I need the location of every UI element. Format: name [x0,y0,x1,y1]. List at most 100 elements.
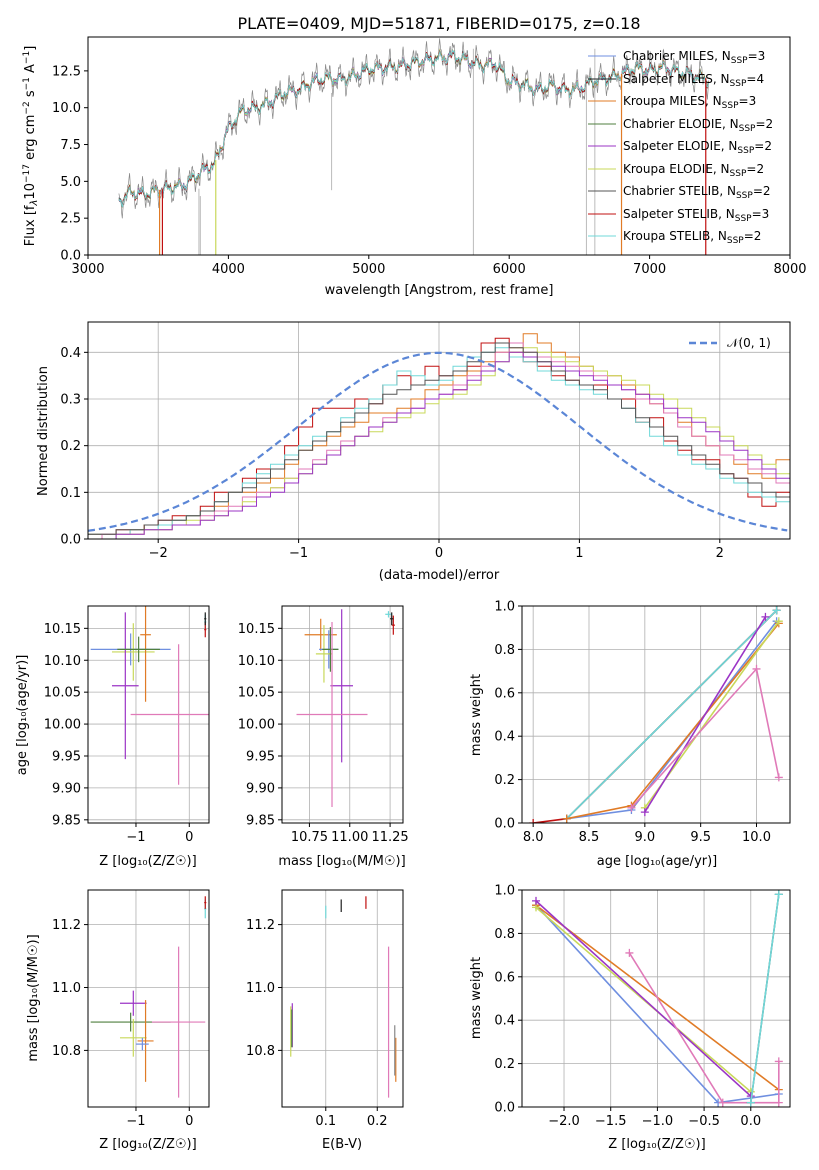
ytick-label-2: 5.0 [60,175,81,190]
xtick-label-5: 8000 [773,262,806,277]
legend-t5c: =2 [754,139,772,153]
marker-pink-1 [752,664,761,673]
ytick-label-1: 0.1 [60,486,81,501]
model-chabrier_miles [118,49,709,206]
model-chabrier_stelib [118,49,709,206]
ytick-label-0: 9.85 [52,813,81,828]
ytick-label-2: 0.4 [494,730,515,745]
ytick-label-4: 10.05 [238,686,275,701]
legend-t2c: =4 [746,72,764,86]
ylabel-part-c: 10 [23,183,38,200]
weight-line-kroupa_stelib [750,894,780,1103]
marker-kroupa_stelib-0 [746,1098,755,1107]
mass-vs-Z-panel: −1 0 10.8 11.0 11.2 [52,889,210,1129]
weight-vs-Z-panel: −2.0 −1.5 −1.0 −0.5 0.0 0.0 0.2 0.4 0.6 0.8 1.0 [494,884,791,1129]
mass-vs-ebv-panel: 0.1 0.2 10.8 11.0 11.2 [246,889,404,1129]
xtick-label-3: −0.5 [688,1114,720,1129]
model-salpeter_stelib [121,50,709,206]
marker-salpeter_elodie-0 [640,808,649,817]
marker-pink-0 [625,948,634,957]
weight-line-salpeter_stelib [533,609,778,823]
legend-t6b: SSP [730,169,747,179]
legend-t7c: =2 [753,184,771,198]
axes-frame [281,889,404,1108]
p3-ylabel: age [log₁₀(age/yr)] [15,655,30,776]
weight-line-kroupa_stelib [566,609,778,820]
legend-t1a: Chabrier MILES, N [623,49,731,63]
ytick-label-5: 10.10 [238,654,275,669]
hist-chabrier_stelib [88,342,790,539]
ylabel-part-a: Flux [f [23,205,38,246]
p6-xlabel: Z [log₁₀(Z/Z☉)] [99,1137,196,1152]
ytick-label-5: 12.5 [52,64,81,79]
weight-line-salpeter_elodie [644,616,767,813]
axes-frame [87,321,791,540]
ytick-label-3: 10.00 [44,718,81,733]
axes-frame [87,889,210,1108]
xtick-label-1: 0.2 [367,1114,388,1129]
ylabel-part-d: −17 [22,164,32,183]
axes-frame [281,605,404,824]
weight-lines [529,606,783,823]
ytick-label-0: 0.0 [494,817,515,832]
legend-t3b: SSP [722,101,739,111]
p5-ylabel: mass weight [469,674,484,756]
p6-ylabel: mass [log₁₀(M/M☉)] [26,934,41,1061]
ytick-label-1: 11.0 [246,981,275,996]
errorbars [290,896,397,1098]
ytick-label-1: 0.2 [494,773,515,788]
legend-salpeter-stelib: Salpeter STELIB, NSSP=3 [623,207,769,224]
ytick-label-3: 0.6 [494,686,515,701]
marker-salpeter_elodie-1 [761,612,770,621]
age-vs-mass-panel: 10.75 11.00 11.25 9.85 9.90 9.95 10.00 10.05 10.… [238,605,409,845]
ytick-label-2: 0.2 [60,439,81,454]
marker-pink-3 [774,1057,783,1066]
ylabel-part-h: −1 [22,77,32,90]
legend-kroupa-stelib: Kroupa STELIB, NSSP=2 [623,229,761,246]
ytick-label-4: 0.8 [494,927,515,942]
legend-chabrier-elodie: Chabrier ELODIE, NSSP=2 [623,117,773,134]
xtick-label-0: 0.1 [315,1114,336,1129]
ytick-label-4: 0.8 [494,643,515,658]
legend-t9b: SSP [727,236,744,246]
p3-xlabel: Z [log₁₀(Z/Z☉)] [99,854,196,869]
model-kroupa_miles [118,49,709,208]
p5-xlabel: age [log₁₀(age/yr)] [597,854,718,869]
ytick-label-2: 11.2 [246,918,275,933]
ytick-label-6: 10.15 [238,622,275,637]
ytick-label-5: 1.0 [494,884,515,899]
xtick-label-1: 4000 [212,262,245,277]
xtick-label-2: 11.25 [371,830,408,845]
ytick-label-0: 0.0 [60,249,81,264]
ytick-label-2: 9.95 [52,749,81,764]
residual-panel: −2 −1 0 1 2 0.0 0.1 0.2 0.3 0.4 [60,321,791,561]
legend-chabrier-stelib: Chabrier STELIB, NSSP=2 [623,184,771,201]
xtick-label-0: 8.0 [523,830,544,845]
ylabel-part-g: s [23,90,38,101]
model-chabrier_elodie [118,48,709,208]
xtick-label-1: −1.5 [595,1114,627,1129]
legend-t7b: SSP [736,191,753,201]
marker-kroupa_stelib-1 [774,890,783,899]
xtick-label-2: −1.0 [642,1114,674,1129]
legend-t2b: SSP [730,79,747,89]
legend-kroupa-miles: Kroupa MILES, NSSP=3 [623,94,756,111]
weight-vs-age-panel: 8.0 8.5 9.0 9.5 10.0 0.0 0.2 0.4 0.6 0.8 1.0 [494,600,791,845]
xtick-label-4: 0.0 [740,1114,761,1129]
model-kroupa_elodie [118,48,709,206]
data-spectrum [118,38,709,219]
ytick-label-0: 9.85 [246,813,275,828]
legend-t5a: Salpeter ELODIE, N [623,139,737,153]
weight-lines [532,890,783,1107]
marker-kroupa_stelib-1 [772,606,781,615]
ytick-label-6: 10.15 [44,622,81,637]
ylabel-part-i: A [23,64,38,77]
ytick-label-0: 10.8 [52,1044,81,1059]
ytick-label-5: 10.10 [44,654,81,669]
ytick-label-3: 0.6 [494,970,515,985]
marker-kroupa_miles-0 [562,814,571,823]
axes-frame [521,889,791,1108]
xtick-label-0: −2 [149,546,168,561]
p4-xlabel: mass [log₁₀(M/M☉)] [278,854,405,869]
